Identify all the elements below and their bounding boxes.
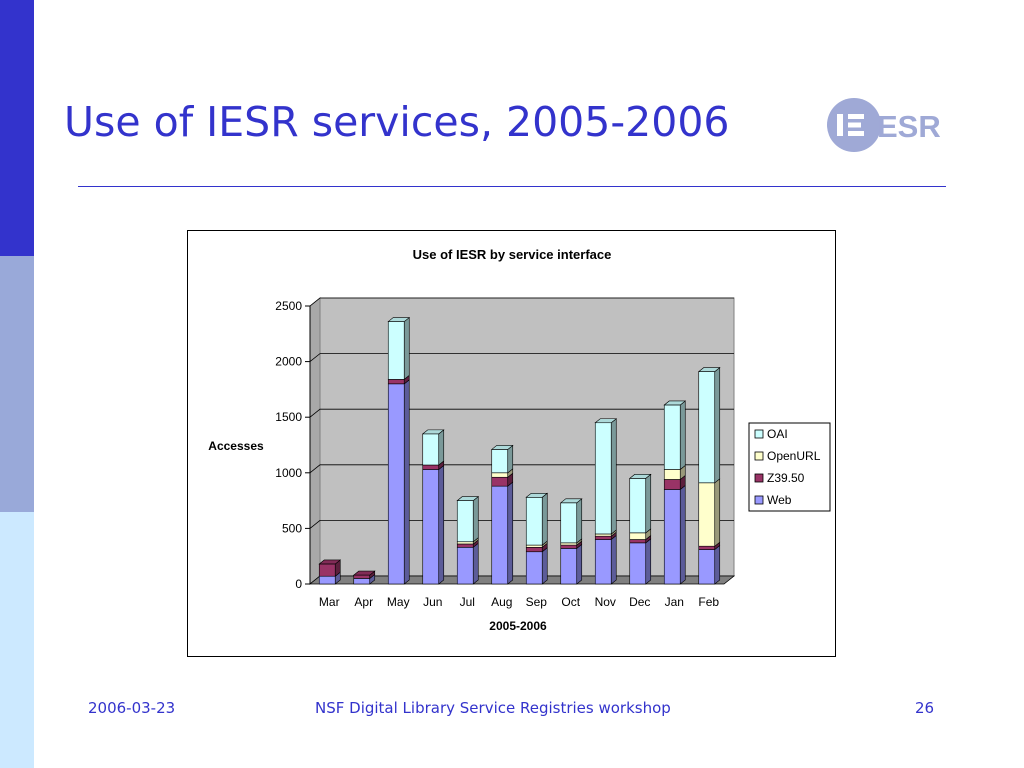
y-tick-label: 2500	[275, 299, 302, 313]
slide-title: Use of IESR services, 2005-2006	[64, 98, 730, 146]
gridline	[309, 408, 734, 418]
legend-label-openurl: OpenURL	[767, 449, 821, 463]
x-tick-label-aug: Aug	[491, 595, 512, 609]
legend-swatch-z39-50	[754, 473, 764, 483]
sidebar-band-middle	[0, 256, 34, 512]
title-rule	[78, 186, 946, 187]
bar-web-may	[387, 379, 410, 585]
sidebar-band-top	[0, 0, 34, 256]
x-tick-label-mar: Mar	[319, 595, 340, 609]
chart-frame: Use of IESR by service interface Accesse…	[187, 230, 836, 657]
y-tick-label: 1000	[275, 466, 302, 480]
bar-oai-jan	[663, 400, 687, 471]
x-tick-label-nov: Nov	[595, 595, 616, 609]
footer-title: NSF Digital Library Service Registries w…	[315, 699, 671, 717]
bar-oai-aug	[490, 444, 514, 474]
bar-web-aug	[491, 481, 514, 585]
x-tick-label-jun: Jun	[423, 595, 442, 609]
legend-swatch-openurl	[754, 451, 764, 461]
bar-web-dec	[629, 538, 652, 585]
chart-title: Use of IESR by service interface	[413, 247, 612, 262]
bar-oai-dec	[628, 473, 652, 534]
y-tick-label: 500	[282, 521, 302, 535]
sidebar-band-bottom	[0, 512, 34, 768]
logo-text: ESR	[877, 109, 941, 144]
legend-swatch-web	[754, 495, 764, 505]
bar-z39-50-apr	[352, 570, 376, 580]
bar-oai-feb	[697, 366, 721, 484]
x-tick-label-jan: Jan	[665, 595, 684, 609]
y-axis-label: Accesses	[208, 439, 264, 453]
legend-swatch-oai	[754, 429, 764, 439]
chart: Use of IESR by service interface Accesse…	[208, 247, 831, 633]
bar-oai-jun	[421, 429, 445, 466]
footer-page-number: 26	[915, 699, 935, 717]
bar-web-sep	[525, 547, 548, 585]
bar-oai-may	[387, 316, 411, 381]
footer-date: 2006-03-23	[88, 699, 176, 717]
bar-oai-sep	[525, 492, 549, 546]
bar-openurl-feb	[698, 478, 721, 547]
bar-web-oct	[560, 543, 583, 585]
x-tick-label-feb: Feb	[698, 595, 719, 609]
gridline	[309, 353, 734, 362]
plot-side-wall	[309, 296, 321, 586]
legend-label-z39-50: Z39.50	[767, 471, 805, 485]
bar-web-nov	[594, 534, 617, 585]
x-axis-label: 2005-2006	[489, 619, 547, 633]
legend-label-oai: OAI	[767, 427, 788, 441]
gridline	[309, 297, 734, 307]
y-tick-label: 1500	[275, 410, 302, 424]
y-tick-label: 2000	[275, 355, 302, 369]
bar-oai-nov	[594, 418, 618, 535]
bar-oai-oct	[559, 498, 583, 544]
bar-z39-50-mar	[318, 559, 342, 577]
legend-label-web: Web	[767, 493, 792, 507]
bar-web-jan	[663, 484, 686, 585]
x-tick-label-oct: Oct	[561, 595, 580, 609]
x-tick-label-apr: Apr	[354, 595, 373, 609]
x-tick-label-dec: Dec	[629, 595, 650, 609]
x-tick-label-may: May	[387, 595, 410, 609]
bar-web-jul	[456, 542, 479, 585]
plot-floor	[308, 575, 736, 585]
x-tick-label-sep: Sep	[526, 595, 548, 609]
x-tick-label-jul: Jul	[460, 595, 475, 609]
y-tick-label: 0	[295, 577, 302, 591]
bar-oai-jul	[456, 495, 480, 543]
iesr-logo: ESR	[827, 98, 941, 152]
bar-web-feb	[698, 544, 721, 585]
bar-web-jun	[422, 464, 445, 585]
